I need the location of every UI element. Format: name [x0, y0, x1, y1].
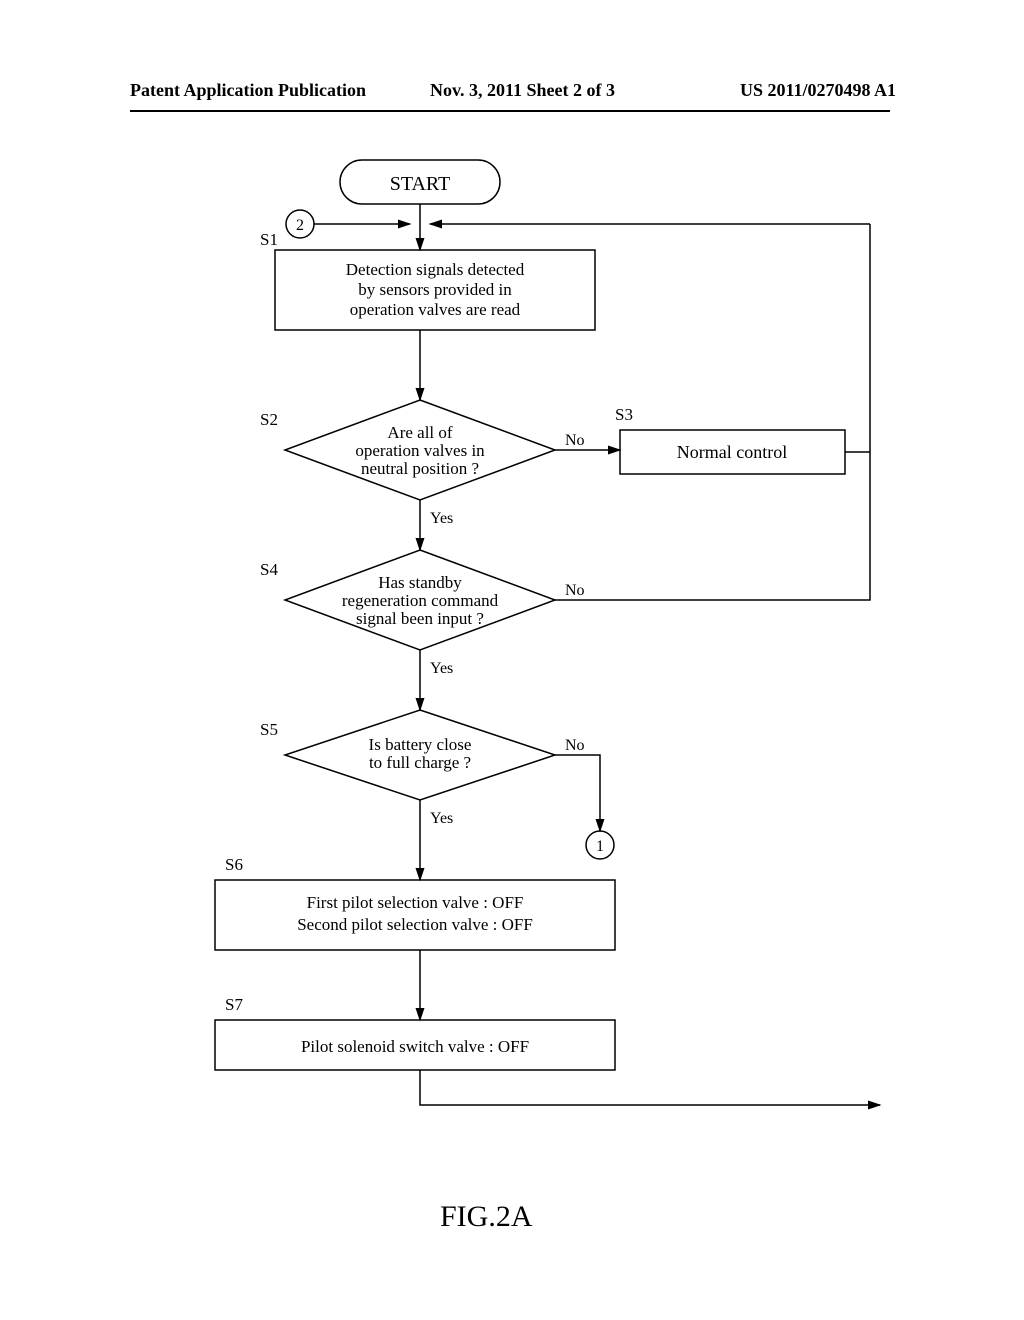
s3-label: Normal control	[677, 442, 787, 462]
header-right: US 2011/0270498 A1	[740, 80, 896, 101]
s1-id: S1	[260, 230, 278, 249]
connector-2: 2	[286, 210, 314, 238]
s5-no: No	[565, 737, 585, 754]
s2-yes: Yes	[430, 510, 453, 527]
s7-label: Pilot solenoid switch valve : OFF	[301, 1037, 529, 1056]
node-start: START	[340, 160, 500, 204]
s6-id: S6	[225, 855, 243, 874]
s4-line2: signal been input ?	[356, 609, 484, 628]
connector-1: 1	[586, 831, 614, 859]
s2-line1: operation valves in	[355, 441, 485, 460]
s7-id: S7	[225, 995, 243, 1014]
node-s5: S5 Is battery close to full charge ? No …	[260, 710, 585, 827]
s2-id: S2	[260, 410, 278, 429]
s5-id: S5	[260, 720, 278, 739]
node-s2: S2 Are all of operation valves in neutra…	[260, 400, 585, 527]
node-s1: S1 Detection signals detected by sensors…	[260, 230, 595, 330]
node-s6: S6 First pilot selection valve : OFF Sec…	[215, 855, 615, 950]
s4-no: No	[565, 582, 585, 599]
s2-no: No	[565, 432, 585, 449]
s5-line0: Is battery close	[369, 735, 472, 754]
s5-yes: Yes	[430, 810, 453, 827]
s1-line2: operation valves are read	[350, 300, 521, 319]
s6-line1: Second pilot selection valve : OFF	[297, 915, 533, 934]
s6-line0: First pilot selection valve : OFF	[307, 893, 524, 912]
node-s4: S4 Has standby regeneration command sign…	[260, 550, 585, 677]
header-left: Patent Application Publication	[130, 80, 366, 101]
s3-id: S3	[615, 405, 633, 424]
header-rule	[130, 110, 890, 112]
s2-line0: Are all of	[387, 423, 452, 442]
s4-line1: regeneration command	[342, 591, 499, 610]
s2-line2: neutral position ?	[361, 459, 479, 478]
node-s3: S3 Normal control	[615, 405, 845, 474]
figure-label: FIG.2A	[440, 1200, 533, 1234]
connector-2-label: 2	[296, 217, 304, 234]
s4-line0: Has standby	[378, 573, 462, 592]
s1-line0: Detection signals detected	[346, 260, 525, 279]
s4-yes: Yes	[430, 660, 453, 677]
flowchart-svg: START 2 S1 Detection signals detected by…	[100, 130, 920, 1230]
node-s7: S7 Pilot solenoid switch valve : OFF	[215, 995, 615, 1070]
s5-line1: to full charge ?	[369, 753, 471, 772]
start-label: START	[390, 173, 451, 195]
s4-id: S4	[260, 560, 278, 579]
connector-1-label: 1	[596, 838, 604, 855]
s1-line1: by sensors provided in	[358, 280, 512, 299]
header-center: Nov. 3, 2011 Sheet 2 of 3	[430, 80, 615, 101]
edges	[314, 204, 880, 1105]
